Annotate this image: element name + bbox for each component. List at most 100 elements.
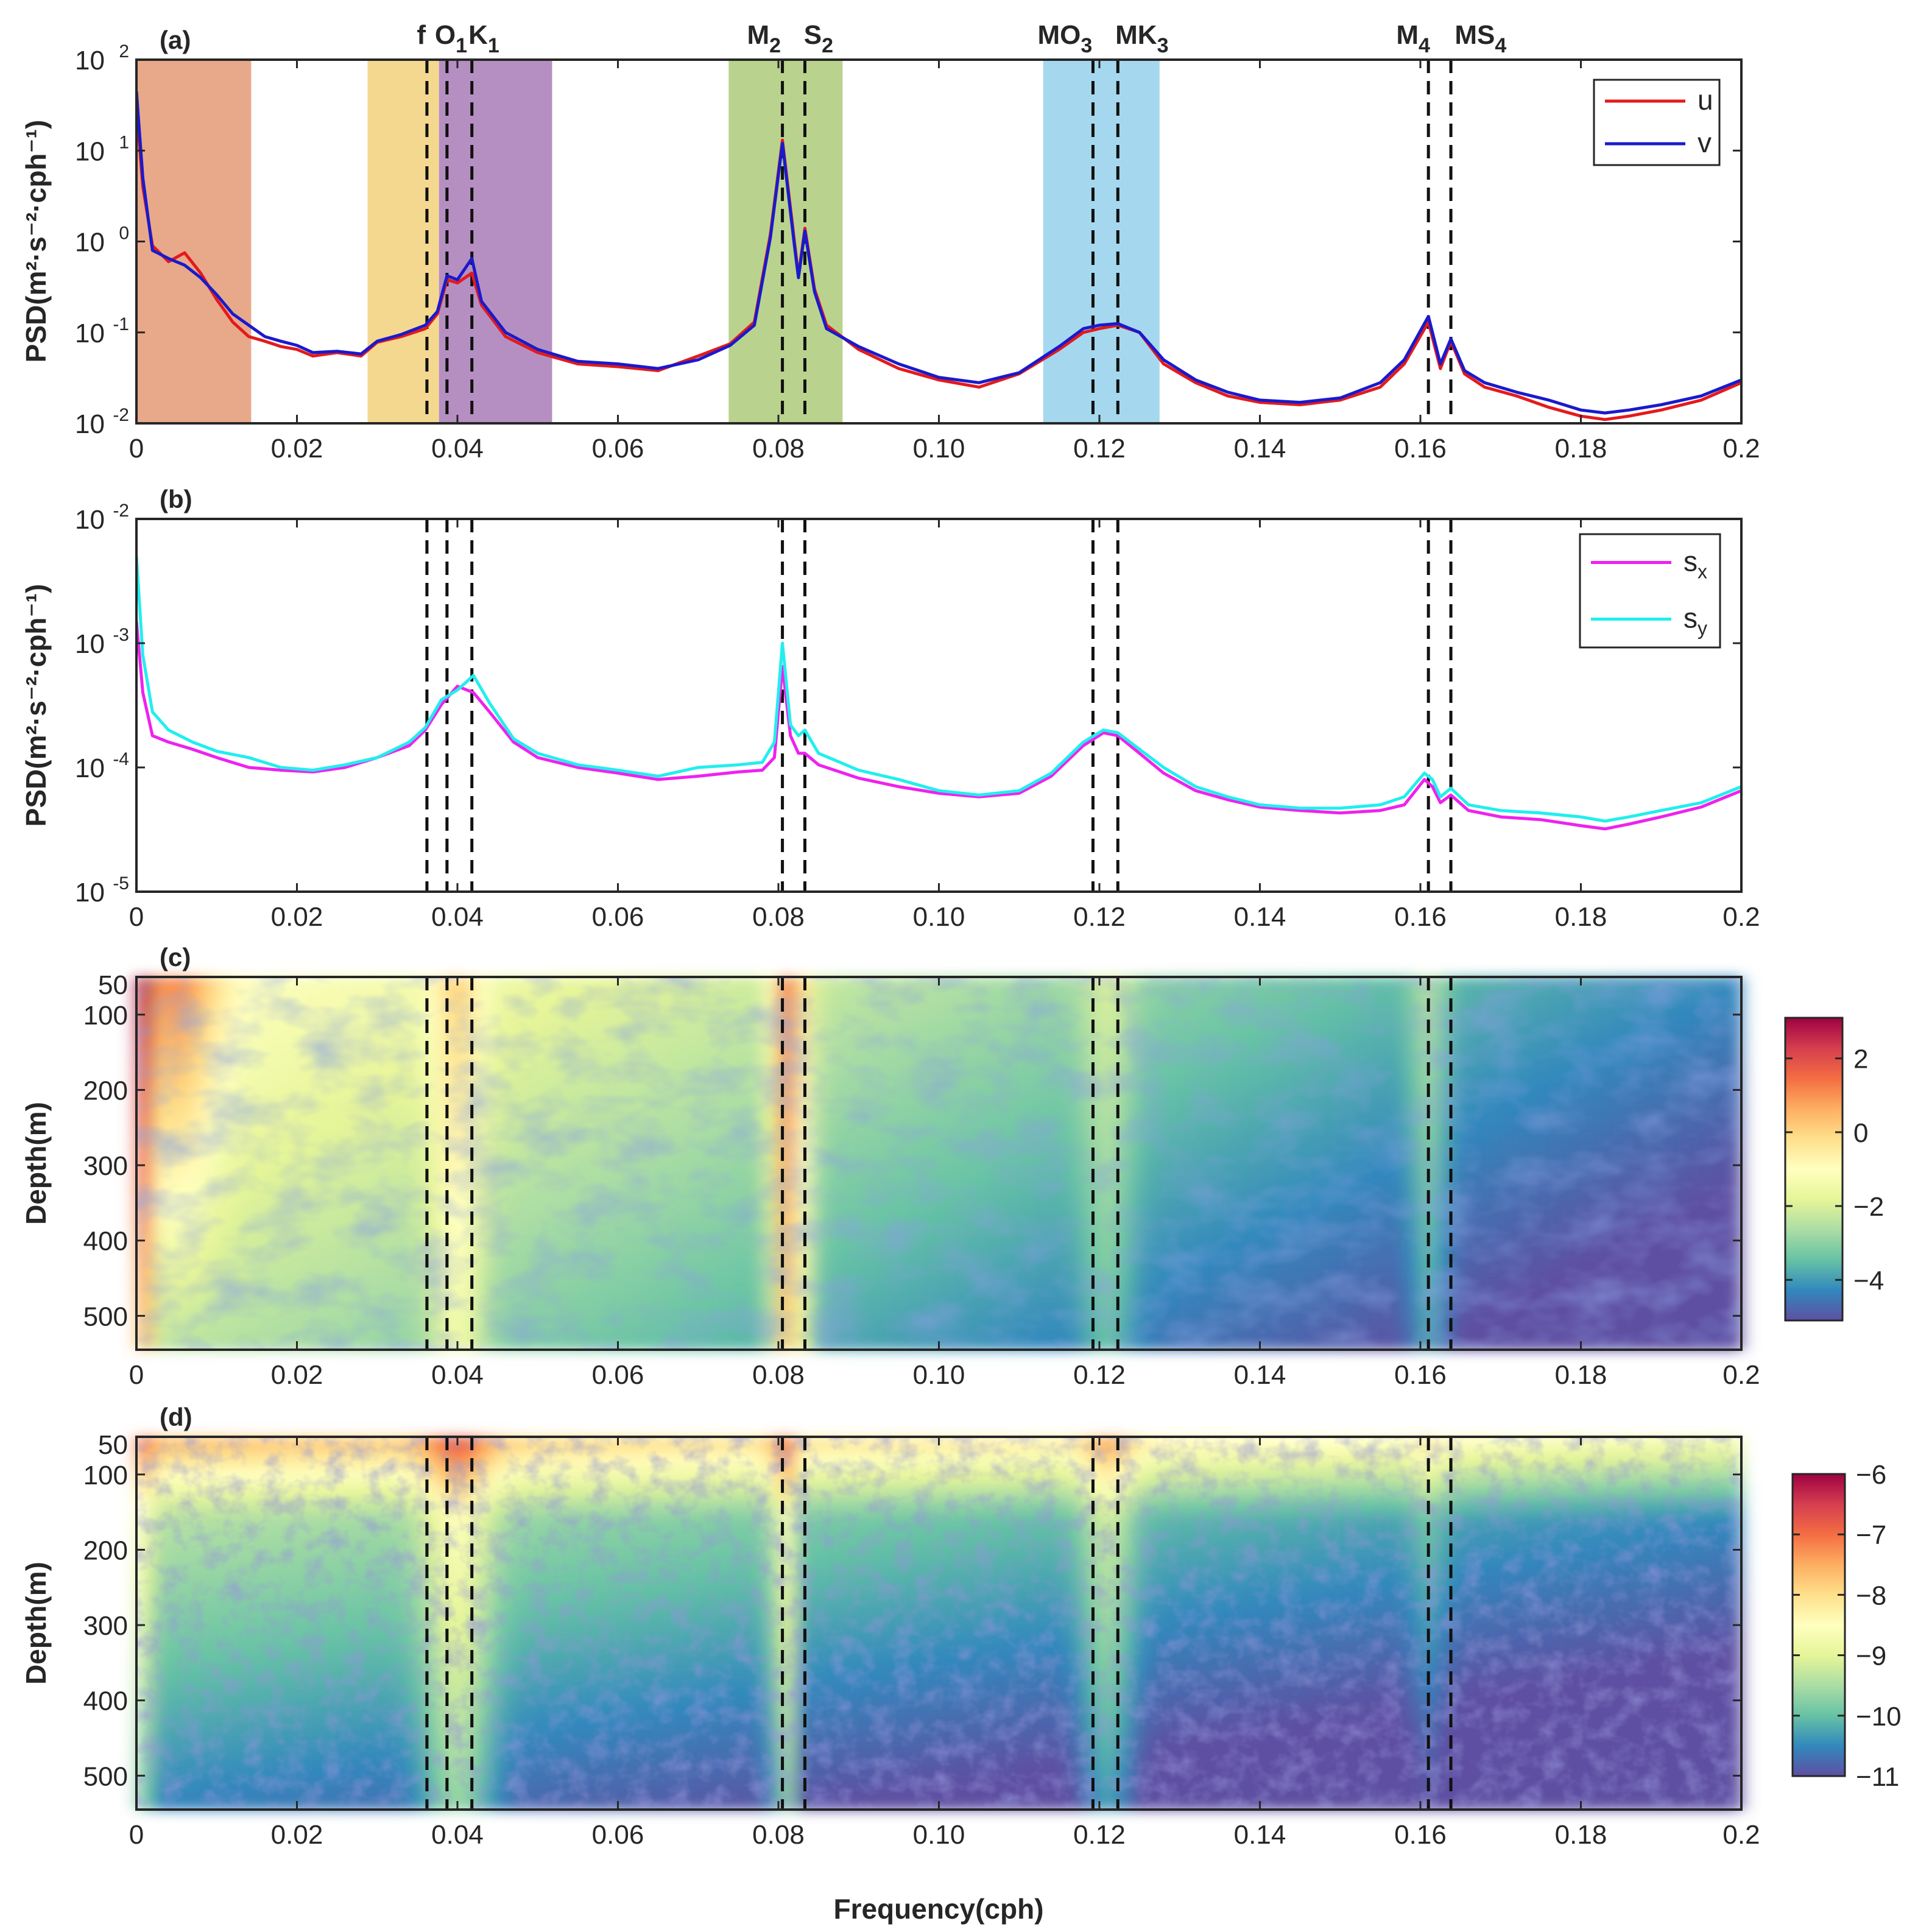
y-tick-exponent: 0 [119,224,129,244]
x-tick-label: 0.10 [913,434,965,464]
constituent-label: O1 [435,20,467,57]
constituent-label: MK3 [1115,20,1168,57]
series-line-s_y [136,556,1741,823]
frequency-band [1043,60,1160,423]
constituent-lines [425,519,1453,892]
y-tick-label: 10 [75,753,105,783]
x-tick-label: 0.06 [592,1360,644,1390]
y-tick-label: 100 [83,1001,128,1031]
series-line-s_x [136,621,1741,831]
x-tick-label: 0.06 [592,902,644,932]
y-tick-label: 10 [75,878,105,908]
y-tick-label: 300 [83,1151,128,1181]
x-tick-label: 0.04 [431,434,484,464]
x-ticks: 0 0.02 0.04 0.06 0.08 0.10 0.12 0.14 0.16 0.18 0.2 [129,60,1760,464]
frequency-band [439,60,552,423]
x-tick-label: 0.10 [913,1360,965,1390]
x-tick-label: 0.16 [1394,434,1447,464]
y-tick-label: 200 [83,1076,128,1105]
legend-label: u [1698,84,1713,116]
heatmap [136,1437,1743,1810]
x-tick-label: 0.04 [431,902,484,932]
y-ticks: 10-210-310-410-5 [75,501,1741,908]
colorbar-tick-label: −2 [1853,1192,1884,1222]
y-axis-label: PSD(m²·s⁻²·cph⁻¹) [20,120,52,363]
constituent-labels: f O1 K1 M2 S2 MO3 MK3 M4 MS4 [417,20,1506,57]
x-tick-label: 0.08 [752,902,805,932]
y-tick-exponent: 1 [119,132,129,152]
psd-lines [136,91,1741,421]
legend-label: v [1698,127,1712,158]
panel-d: 0 0.02 0.04 0.06 0.08 0.10 0.12 0.14 0.16 0.18 0.2… [20,1403,1902,1850]
x-tick-label: 0 [129,434,144,464]
legend-box [1579,533,1721,649]
panel-label: (c) [160,943,191,971]
y-tick-label: 10 [75,409,105,439]
constituent-lines [425,60,1453,423]
x-tick-label: 0 [129,1360,144,1390]
heatmap [136,977,1743,1350]
y-tick-exponent: -2 [113,405,129,425]
y-tick-label: 500 [83,1302,128,1331]
x-tick-label: 0.14 [1234,1360,1286,1390]
x-tick-label: 0.02 [271,434,323,464]
y-axis-label: Depth(m) [20,1102,52,1225]
x-tick-label: 0.18 [1555,434,1607,464]
x-tick-label: 0.06 [592,434,644,464]
constituent-label: M4 [1396,20,1430,57]
heatmap-texture [136,977,1741,1350]
constituent-label: M2 [747,20,781,57]
colorbar-tick-label: −4 [1853,1266,1884,1296]
x-tick-label: 0.16 [1394,1360,1447,1390]
y-tick-label: 10 [75,136,105,166]
frequency-band [136,60,252,423]
constituent-label: f [417,20,426,50]
y-tick-exponent: -3 [113,625,129,645]
y-tick-exponent: -4 [113,749,129,769]
constituent-label: S2 [804,20,833,57]
x-tick-label: 0.14 [1234,902,1286,932]
axes-frame [135,518,1743,893]
psd-lines [136,556,1741,831]
constituent-label: K1 [468,20,499,57]
x-tick-label: 0.14 [1234,434,1286,464]
y-tick-label: 10 [75,228,105,258]
colorbar: 2 0 −2 −4 [1784,1017,1884,1322]
legend-label: sx [1684,546,1707,583]
colorbar-gradient [1784,1017,1844,1322]
x-tick-label: 0.18 [1555,1360,1607,1390]
y-tick-exponent: 2 [119,41,129,62]
x-tick-label: 0.08 [752,434,805,464]
x-ticks: 0 0.02 0.04 0.06 0.08 0.10 0.12 0.14 0.16 0.18 0.2 [129,519,1760,932]
panel-label: (b) [160,485,192,513]
x-tick-label: 0.2 [1722,434,1760,464]
x-tick-label: 0.02 [271,1360,323,1390]
constituent-label: MS4 [1454,20,1506,57]
frequency-band [728,60,843,423]
panel-c: 0 0.02 0.04 0.06 0.08 0.10 0.12 0.14 0.16 0.18 0.2… [20,943,1884,1390]
x-tick-label: 0.18 [1555,902,1607,932]
colorbar-tick-label: 0 [1853,1118,1868,1148]
y-tick-exponent: -1 [113,314,129,334]
x-tick-label: 0.2 [1722,902,1760,932]
panel-a: 0 0.02 0.04 0.06 0.08 0.10 0.12 0.14 0.16 0.18 0.2… [20,20,1760,464]
colorbar-tick-label: 2 [1853,1045,1868,1074]
x-tick-label: 0 [129,902,144,932]
x-tick-label: 0.08 [752,1360,805,1390]
y-tick-label: 50 [98,970,128,1000]
panel-label: (a) [160,26,191,54]
series-line-v [136,91,1741,415]
y-tick-label: 10 [75,319,105,348]
x-tick-label: 0.12 [1073,1360,1126,1390]
y-tick-label: 10 [75,629,105,659]
legend-box [1593,79,1721,166]
y-tick-label: 400 [83,1227,128,1257]
x-tick-label: 0.02 [271,902,323,932]
x-tick-label: 0.12 [1073,902,1126,932]
constituent-label: MO3 [1037,20,1092,57]
y-axis-label: PSD(m²·s⁻²·cph⁻¹) [20,584,52,827]
x-tick-label: 0.04 [431,1360,484,1390]
